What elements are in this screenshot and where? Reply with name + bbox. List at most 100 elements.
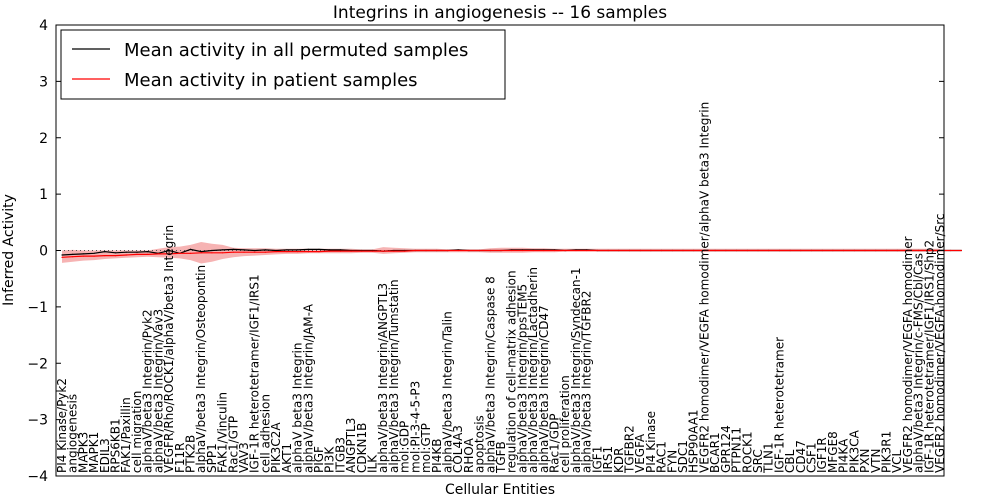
x-tick-label: mol:GDP <box>398 421 412 473</box>
x-tick-label: HSP90AA1 <box>687 409 701 473</box>
patient-point <box>371 250 374 252</box>
x-tick-label: PIK3R1 <box>880 431 894 473</box>
patient-point <box>468 249 470 252</box>
patient-point <box>297 251 299 253</box>
patient-point <box>800 249 802 252</box>
x-tick-label: PIGF <box>312 446 326 473</box>
x-tick-label: F11R <box>173 443 187 474</box>
x-tick-label: CD47 <box>794 440 808 473</box>
permuted-point <box>222 249 224 251</box>
legend-label-patient: Mean activity in patient samples <box>124 70 418 91</box>
x-tick-label: KDR <box>612 448 626 473</box>
patient-point <box>864 249 866 252</box>
chart-title: Integrins in angiogenesis -- 16 samples <box>333 3 667 23</box>
x-tick-label: PI4KA <box>837 438 851 473</box>
patient-point <box>232 251 234 253</box>
permuted-point <box>61 254 63 256</box>
patient-point <box>586 249 588 252</box>
patient-point <box>264 251 266 253</box>
x-tick-label: VAV3 <box>237 442 251 473</box>
patient-point <box>843 249 845 252</box>
patient-point <box>393 250 395 252</box>
patient-point <box>532 249 534 252</box>
patient-point <box>543 249 545 252</box>
x-tick-label: MAPK1 <box>87 432 101 473</box>
x-tick-label: alphaV beta3 Integrin <box>291 343 305 474</box>
permuted-point <box>232 248 234 250</box>
patient-point <box>350 250 352 252</box>
x-tick-label: PI4 Kinase/Pyk2 <box>55 378 69 473</box>
patient-point <box>82 255 84 257</box>
patient-point <box>832 249 834 252</box>
patient-point <box>639 249 641 252</box>
y-tick-label: −2 <box>27 356 48 372</box>
x-axis-label: Cellular Entities <box>445 482 555 498</box>
x-tick-label: apoptosis <box>473 415 487 473</box>
x-tick-label: ILK <box>366 454 380 473</box>
patient-point <box>243 251 245 253</box>
patient-point <box>254 251 256 253</box>
y-axis-label: Inferred Activity <box>1 194 17 306</box>
x-tick-label: PI3K <box>323 446 337 473</box>
x-tick-label: PIK3C2A <box>269 422 283 473</box>
patient-point <box>596 249 599 252</box>
patient-point <box>275 251 277 253</box>
x-tick-label: IGF1 <box>590 446 604 473</box>
patient-point <box>736 249 738 252</box>
permuted-point <box>307 248 309 250</box>
patient-point <box>628 249 631 252</box>
x-tick-label: alphaV/beta3 Integrin/Talin <box>441 311 455 473</box>
permuted-point <box>72 253 74 255</box>
patient-point <box>361 250 363 252</box>
x-tick-label: VEGFR2 homodimer/VEGFA homodimer/Src <box>933 213 947 473</box>
patient-point <box>553 249 556 252</box>
x-tick-label: cell migration <box>130 391 144 473</box>
x-tick-label: BCAR1 <box>708 432 722 473</box>
patient-point <box>318 251 320 253</box>
patient-point <box>479 249 481 252</box>
patient-point <box>885 249 888 252</box>
patient-point <box>211 252 213 254</box>
patient-point <box>147 253 149 255</box>
patient-point <box>329 250 331 252</box>
patient-point <box>414 249 416 252</box>
x-tick-label: CDKN1B <box>355 423 369 473</box>
patient-point <box>457 249 459 252</box>
patient-point <box>564 249 566 252</box>
x-tick-label: alphaV/beta3 Integrin/TGFBR2 <box>580 291 594 474</box>
permuted-point <box>329 249 331 251</box>
x-tick-label: MAPK3 <box>76 432 90 473</box>
x-tick-label: alphaV/beta3 Integrin/Tumstatin <box>387 279 401 473</box>
patient-point <box>853 249 855 252</box>
permuted-point <box>136 251 138 253</box>
patient-point <box>703 249 706 252</box>
y-tick-label: −3 <box>27 413 48 429</box>
patient-point <box>168 253 170 255</box>
patient-point <box>671 249 673 252</box>
x-tick-label: alphaV/beta3 Integrin/c-FMS/Cbl/Cas <box>912 253 926 473</box>
patient-point <box>714 249 716 252</box>
permuted-point <box>297 249 299 251</box>
x-tick-label: CBL <box>783 449 797 473</box>
patient-point <box>446 249 449 252</box>
x-tick-label: SPP1 <box>205 443 219 473</box>
permuted-point <box>254 249 256 252</box>
x-tick-label: FAK1/Vinculin <box>216 392 230 473</box>
x-tick-label: COL4A3 <box>451 425 465 473</box>
patient-point <box>489 249 491 252</box>
x-tick-label: PTPN11 <box>730 427 744 473</box>
patient-point <box>339 250 341 252</box>
legend: Mean activity in all permuted samples Me… <box>60 29 506 100</box>
permuted-point <box>339 249 341 251</box>
patient-point <box>896 249 898 252</box>
legend-box <box>60 29 506 100</box>
x-tick-label: alphaV/beta3 Integrin/Caspase 8 <box>483 276 497 473</box>
x-tick-label: cell adhesion <box>258 394 272 473</box>
permuted-point <box>114 252 117 254</box>
permuted-point <box>264 249 266 251</box>
x-tick-label: TGFBR2 <box>623 425 637 474</box>
patient-point <box>425 249 427 252</box>
permuted-point <box>286 249 288 251</box>
x-tick-label: alphaV/beta3 Integrin/Vav3 <box>151 309 165 473</box>
